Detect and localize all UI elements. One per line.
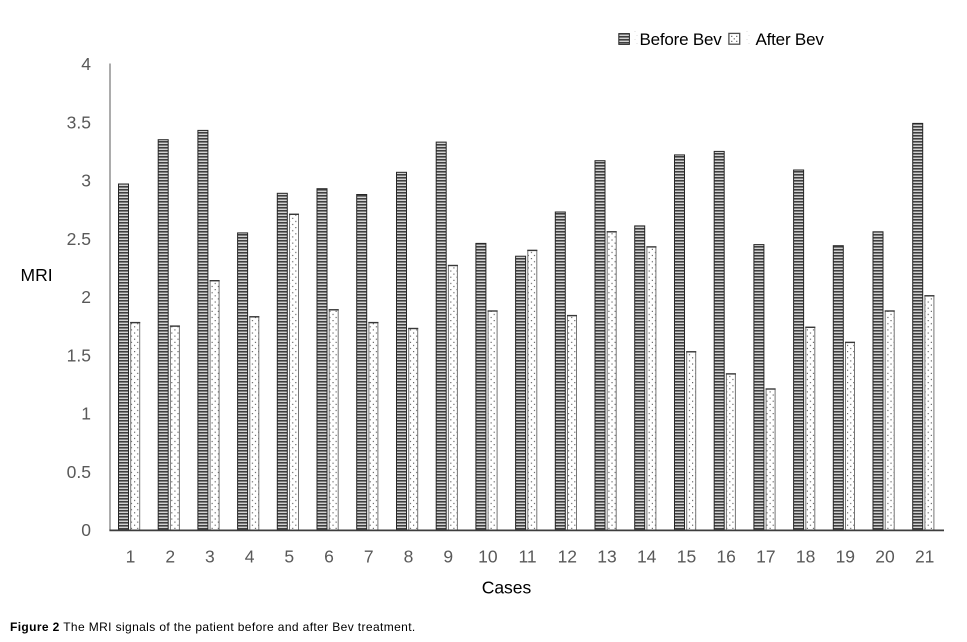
svg-text:8: 8 xyxy=(404,547,414,567)
svg-text:1: 1 xyxy=(126,547,136,567)
svg-text:2: 2 xyxy=(81,287,91,307)
svg-text:MRI: MRI xyxy=(21,265,53,285)
svg-text:18: 18 xyxy=(796,547,815,567)
svg-text:13: 13 xyxy=(597,547,616,567)
svg-text:5: 5 xyxy=(284,547,294,567)
svg-text:3.5: 3.5 xyxy=(67,112,91,132)
svg-text:21: 21 xyxy=(915,547,934,567)
svg-text:16: 16 xyxy=(716,547,735,567)
svg-text:15: 15 xyxy=(677,547,696,567)
svg-text:1.5: 1.5 xyxy=(67,345,91,365)
svg-text:0: 0 xyxy=(81,520,91,540)
svg-text:12: 12 xyxy=(558,547,577,567)
svg-text:0.5: 0.5 xyxy=(67,462,91,482)
svg-text:Before Bev: Before Bev xyxy=(640,30,723,49)
svg-text:Cases: Cases xyxy=(482,578,532,598)
svg-text:10: 10 xyxy=(478,547,498,567)
svg-text:14: 14 xyxy=(637,547,657,567)
svg-text:Figure 2 The MRI signals of th: Figure 2 The MRI signals of the patient … xyxy=(10,620,416,634)
svg-text:4: 4 xyxy=(245,547,255,567)
svg-text:9: 9 xyxy=(443,547,453,567)
svg-text:3: 3 xyxy=(205,547,215,567)
svg-text:6: 6 xyxy=(324,547,334,567)
svg-text:7: 7 xyxy=(364,547,374,567)
svg-text:4: 4 xyxy=(81,54,91,74)
svg-text:20: 20 xyxy=(875,547,895,567)
svg-text:After Bev: After Bev xyxy=(756,30,825,49)
svg-text:2.5: 2.5 xyxy=(67,229,91,249)
svg-text:11: 11 xyxy=(519,547,537,567)
svg-text:1: 1 xyxy=(81,404,91,424)
svg-text:19: 19 xyxy=(836,547,855,567)
svg-text:3: 3 xyxy=(81,171,91,191)
svg-text:2: 2 xyxy=(165,547,175,567)
svg-text:17: 17 xyxy=(756,547,775,567)
